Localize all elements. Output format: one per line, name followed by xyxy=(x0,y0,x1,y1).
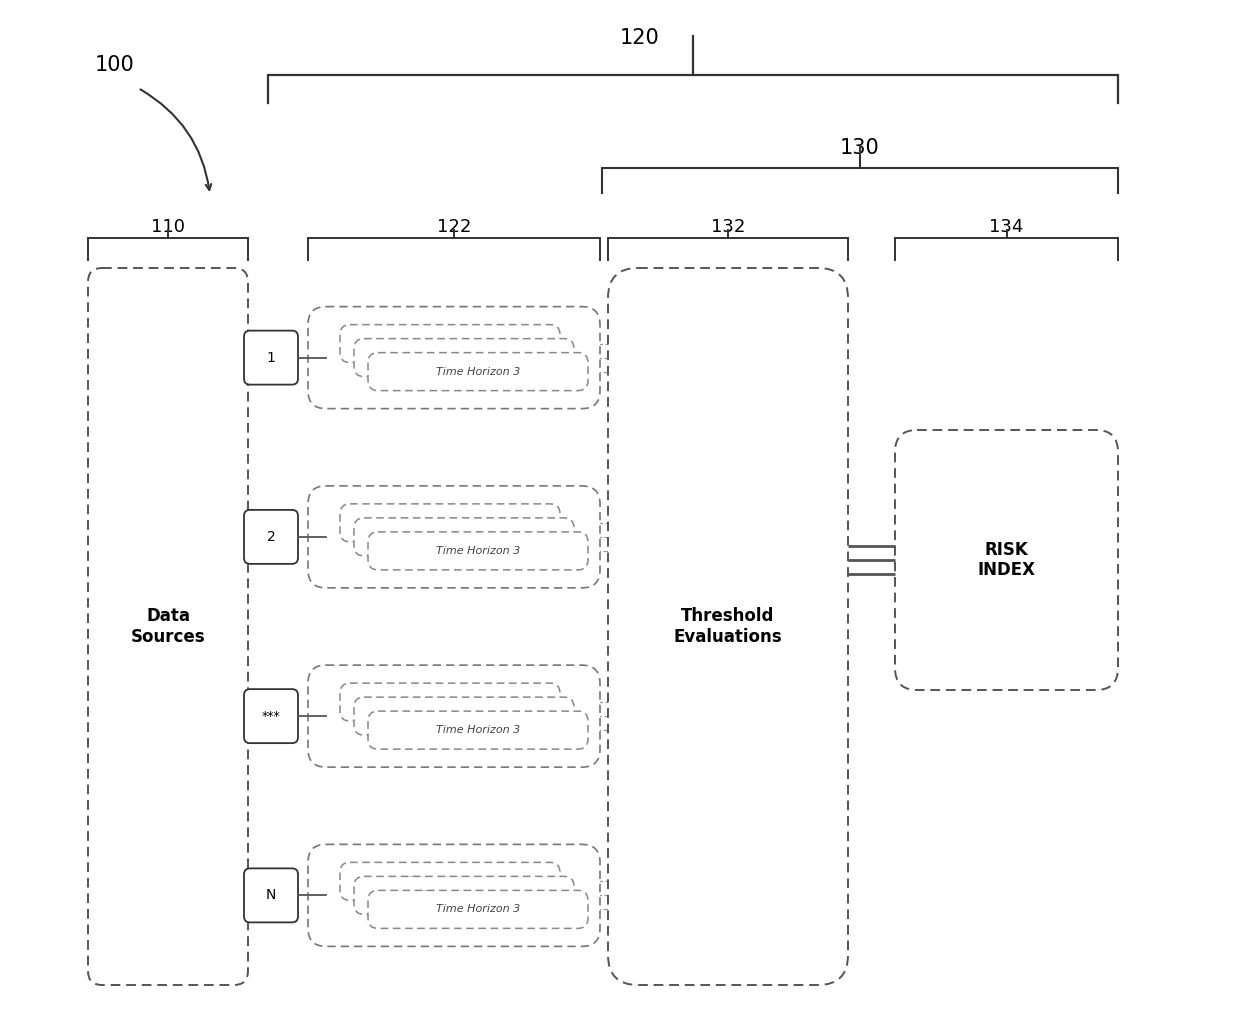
Text: N: N xyxy=(265,888,277,902)
Text: RISK
INDEX: RISK INDEX xyxy=(977,540,1035,579)
Text: 130: 130 xyxy=(841,138,880,158)
Text: 132: 132 xyxy=(711,218,745,236)
Text: Time Horizon 2: Time Horizon 2 xyxy=(422,532,506,542)
Text: Time Horizon 2: Time Horizon 2 xyxy=(422,890,506,900)
FancyBboxPatch shape xyxy=(244,510,298,564)
Text: Data
Sources: Data Sources xyxy=(130,607,206,646)
Text: Time Horizon 3: Time Horizon 3 xyxy=(436,545,520,556)
FancyBboxPatch shape xyxy=(353,518,574,556)
FancyBboxPatch shape xyxy=(608,268,848,985)
FancyBboxPatch shape xyxy=(244,868,298,922)
FancyBboxPatch shape xyxy=(340,324,560,362)
Text: 122: 122 xyxy=(436,218,471,236)
FancyBboxPatch shape xyxy=(308,665,600,768)
Text: 1: 1 xyxy=(267,351,275,364)
FancyBboxPatch shape xyxy=(340,504,560,542)
Text: Time Horizon 1: Time Horizon 1 xyxy=(408,697,492,707)
FancyBboxPatch shape xyxy=(353,339,574,377)
Text: Time Horizon 2: Time Horizon 2 xyxy=(422,711,506,721)
Text: Time Horizon 1: Time Horizon 1 xyxy=(408,877,492,886)
Text: Time Horizon 1: Time Horizon 1 xyxy=(408,339,492,349)
FancyBboxPatch shape xyxy=(368,711,588,749)
Text: Time Horizon 3: Time Horizon 3 xyxy=(436,725,520,735)
Text: 100: 100 xyxy=(95,55,135,75)
FancyBboxPatch shape xyxy=(353,697,574,735)
Text: Time Horizon 3: Time Horizon 3 xyxy=(436,904,520,915)
FancyBboxPatch shape xyxy=(88,268,248,985)
FancyBboxPatch shape xyxy=(368,353,588,391)
Text: 110: 110 xyxy=(151,218,185,236)
Text: Time Horizon 3: Time Horizon 3 xyxy=(436,366,520,377)
FancyBboxPatch shape xyxy=(308,486,600,588)
FancyBboxPatch shape xyxy=(340,862,560,900)
Text: 120: 120 xyxy=(620,28,660,48)
Text: ***: *** xyxy=(262,710,280,722)
FancyBboxPatch shape xyxy=(895,430,1118,690)
FancyBboxPatch shape xyxy=(368,532,588,570)
FancyBboxPatch shape xyxy=(308,845,600,947)
Text: 2: 2 xyxy=(267,530,275,544)
FancyBboxPatch shape xyxy=(340,683,560,721)
Text: Threshold
Evaluations: Threshold Evaluations xyxy=(673,607,782,646)
FancyBboxPatch shape xyxy=(308,307,600,409)
FancyBboxPatch shape xyxy=(353,877,574,915)
FancyBboxPatch shape xyxy=(368,890,588,928)
Text: Time Horizon 2: Time Horizon 2 xyxy=(422,353,506,362)
FancyBboxPatch shape xyxy=(244,330,298,385)
FancyBboxPatch shape xyxy=(244,689,298,743)
Text: 134: 134 xyxy=(990,218,1024,236)
Text: Time Horizon 1: Time Horizon 1 xyxy=(408,518,492,528)
